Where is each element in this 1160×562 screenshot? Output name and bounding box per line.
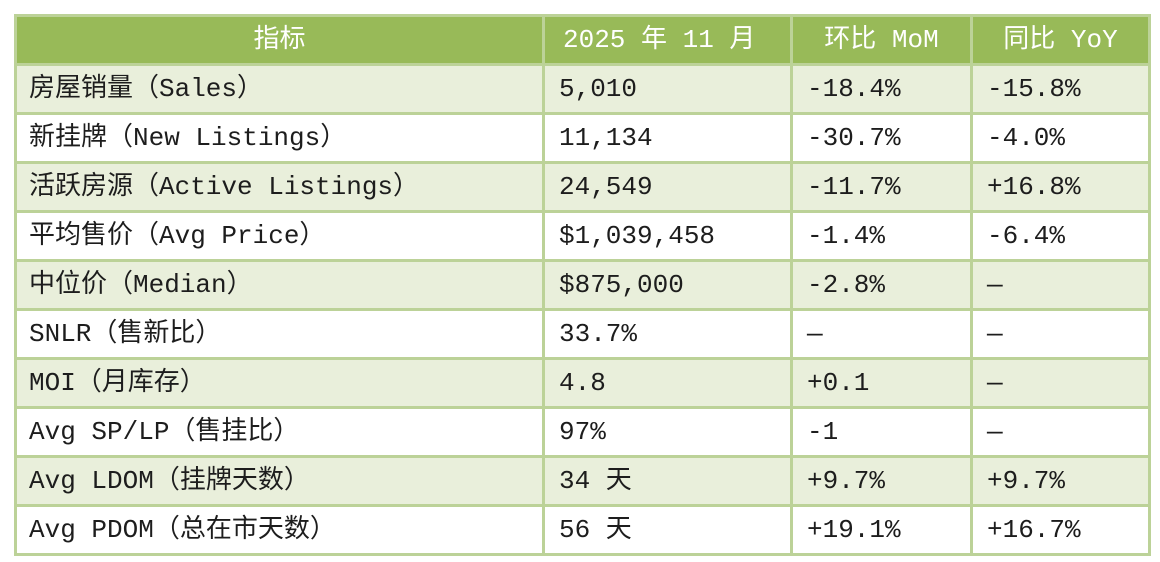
mom-cell: -30.7% [790, 112, 973, 164]
table-row: SNLR（售新比） 33.7% — — [14, 308, 1151, 360]
mom-cell: -1.4% [790, 210, 973, 262]
yoy-cell: — [970, 259, 1151, 311]
column-header-period: 2025 年 11 月 [542, 14, 793, 66]
table-row: 新挂牌（New Listings） 11,134 -30.7% -4.0% [14, 112, 1151, 164]
value-cell: 33.7% [542, 308, 793, 360]
value-cell: 5,010 [542, 63, 793, 115]
yoy-cell: +9.7% [970, 455, 1151, 507]
table-body: 房屋销量（Sales） 5,010 -18.4% -15.8% 新挂牌（New … [14, 63, 1151, 556]
yoy-cell: +16.8% [970, 161, 1151, 213]
table-row: Avg SP/LP（售挂比） 97% -1 — [14, 406, 1151, 458]
indicator-cell: 房屋销量（Sales） [14, 63, 545, 115]
value-cell: 24,549 [542, 161, 793, 213]
table-row: 平均售价（Avg Price） $1,039,458 -1.4% -6.4% [14, 210, 1151, 262]
column-header-indicator: 指标 [14, 14, 545, 66]
yoy-cell: — [970, 357, 1151, 409]
indicator-cell: Avg SP/LP（售挂比） [14, 406, 545, 458]
table-header: 指标 2025 年 11 月 环比 MoM 同比 YoY [14, 14, 1151, 66]
table-row: Avg PDOM（总在市天数） 56 天 +19.1% +16.7% [14, 504, 1151, 556]
header-row: 指标 2025 年 11 月 环比 MoM 同比 YoY [14, 14, 1151, 66]
table-row: Avg LDOM（挂牌天数） 34 天 +9.7% +9.7% [14, 455, 1151, 507]
yoy-cell: -6.4% [970, 210, 1151, 262]
mom-cell: -18.4% [790, 63, 973, 115]
table-row: 房屋销量（Sales） 5,010 -18.4% -15.8% [14, 63, 1151, 115]
yoy-cell: — [970, 308, 1151, 360]
indicator-cell: Avg PDOM（总在市天数） [14, 504, 545, 556]
value-cell: 4.8 [542, 357, 793, 409]
column-header-yoy: 同比 YoY [970, 14, 1151, 66]
yoy-cell: +16.7% [970, 504, 1151, 556]
mom-cell: — [790, 308, 973, 360]
column-header-mom: 环比 MoM [790, 14, 973, 66]
indicator-cell: Avg LDOM（挂牌天数） [14, 455, 545, 507]
indicator-cell: SNLR（售新比） [14, 308, 545, 360]
value-cell: 34 天 [542, 455, 793, 507]
indicator-cell: 平均售价（Avg Price） [14, 210, 545, 262]
yoy-cell: -4.0% [970, 112, 1151, 164]
value-cell: 11,134 [542, 112, 793, 164]
mom-cell: -2.8% [790, 259, 973, 311]
mom-cell: +9.7% [790, 455, 973, 507]
mom-cell: -1 [790, 406, 973, 458]
indicator-cell: 中位价（Median） [14, 259, 545, 311]
value-cell: $875,000 [542, 259, 793, 311]
mom-cell: +19.1% [790, 504, 973, 556]
yoy-cell: — [970, 406, 1151, 458]
indicator-cell: 新挂牌（New Listings） [14, 112, 545, 164]
market-stats-table: 指标 2025 年 11 月 环比 MoM 同比 YoY 房屋销量（Sales）… [14, 14, 1151, 556]
value-cell: 56 天 [542, 504, 793, 556]
indicator-cell: 活跃房源（Active Listings） [14, 161, 545, 213]
mom-cell: +0.1 [790, 357, 973, 409]
yoy-cell: -15.8% [970, 63, 1151, 115]
value-cell: 97% [542, 406, 793, 458]
table-row: MOI（月库存） 4.8 +0.1 — [14, 357, 1151, 409]
value-cell: $1,039,458 [542, 210, 793, 262]
indicator-cell: MOI（月库存） [14, 357, 545, 409]
table-row: 中位价（Median） $875,000 -2.8% — [14, 259, 1151, 311]
mom-cell: -11.7% [790, 161, 973, 213]
table-row: 活跃房源（Active Listings） 24,549 -11.7% +16.… [14, 161, 1151, 213]
